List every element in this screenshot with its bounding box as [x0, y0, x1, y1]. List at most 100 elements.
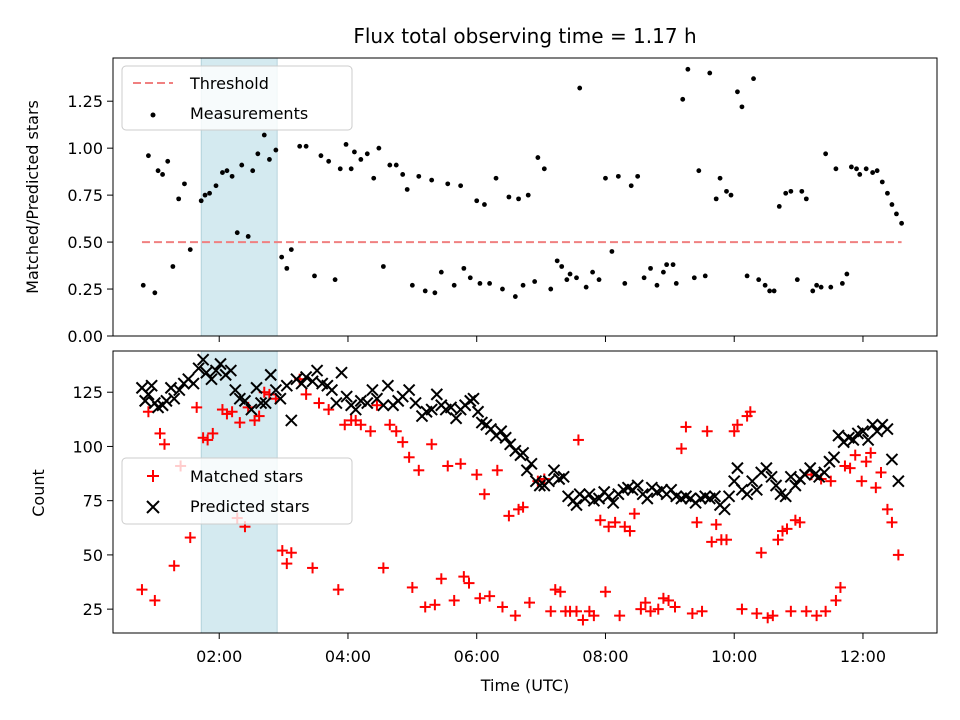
measurement-point	[691, 275, 697, 281]
legend-threshold-label: Threshold	[189, 74, 269, 93]
predicted-star-point	[740, 487, 754, 501]
measurement-point	[438, 269, 444, 275]
matched-star-point	[419, 601, 431, 613]
top-y-tick-label: 0.75	[67, 186, 103, 205]
predicted-star-point	[264, 368, 277, 382]
measurement-point	[828, 284, 834, 290]
measurement-point	[767, 288, 773, 294]
matched-star-point	[403, 451, 415, 463]
measurement-point	[590, 269, 595, 275]
bottom-y-axis-label: Count	[29, 469, 48, 517]
measurement-point	[429, 177, 435, 183]
matched-star-point	[860, 456, 872, 468]
bottom-legend-box	[121, 457, 353, 525]
matched-star-point	[202, 434, 214, 446]
predicted-star-point	[238, 394, 252, 408]
matched-star-point	[645, 605, 657, 617]
predicted-star-point	[214, 357, 227, 371]
predicted-star-point	[856, 425, 870, 438]
measurement-point	[751, 76, 756, 82]
bottom-legend[interactable]: Matched stars Predicted stars	[121, 457, 353, 525]
matched-star-point	[371, 399, 383, 411]
matched-star-point	[253, 410, 265, 422]
predicted-star-point	[205, 372, 218, 386]
predicted-star-point	[516, 446, 530, 460]
matched-star-point	[870, 482, 882, 494]
bottom-plot-frame	[112, 350, 938, 634]
matched-star-point	[524, 597, 536, 609]
predicted-star-point	[760, 461, 773, 475]
top-y-tick-label: 1.00	[67, 139, 103, 158]
measurement-point	[284, 265, 290, 271]
measurement-point	[685, 66, 691, 72]
measurement-point	[332, 277, 338, 283]
measurement-point	[574, 275, 579, 281]
measurement-point	[393, 162, 399, 168]
matched-star-point	[136, 584, 148, 596]
matched-star-point	[755, 547, 767, 559]
bottom-panel: 25 50 75 100 125 02:00 04:00 06:00 08:00 10:00 12…	[29, 350, 938, 695]
measurement-point	[239, 162, 245, 168]
matched-star-point	[710, 519, 722, 531]
measurement-point	[783, 190, 789, 196]
measurement-point	[182, 181, 187, 187]
top-plot-frame	[112, 57, 938, 337]
predicted-star-point	[160, 394, 173, 408]
measurement-point	[525, 192, 531, 198]
measurement-point	[474, 198, 480, 204]
predicted-star-point	[525, 457, 538, 471]
predicted-star-point	[892, 474, 905, 488]
matched-star-point	[478, 488, 490, 500]
measurement-point	[771, 288, 777, 294]
matched-star-point	[307, 562, 319, 574]
measurement-point	[603, 175, 608, 181]
predicted-star-point	[602, 490, 615, 503]
predicted-star-point	[285, 414, 298, 427]
bottom-y-tick-label: 25	[83, 600, 103, 619]
matched-star-point	[675, 443, 687, 455]
measurement-point	[202, 192, 208, 198]
predicted-star-point	[366, 383, 379, 397]
measurement-point	[352, 149, 357, 155]
predicted-star-point	[274, 392, 287, 405]
bottom-x-tick-label: 04:00	[325, 647, 371, 666]
measurement-point	[739, 104, 745, 110]
measurement-point	[520, 282, 526, 288]
measurement-point	[559, 264, 565, 269]
measurement-point	[461, 265, 467, 271]
measurement-point	[673, 281, 679, 286]
matched-star-point	[377, 562, 389, 574]
top-y-tick-label: 0.00	[67, 327, 103, 346]
matched-star-point	[720, 534, 732, 546]
measurement-point	[318, 153, 324, 159]
predicted-star-point	[145, 379, 158, 392]
predicted-star-point	[557, 470, 570, 484]
chart-title: Flux total observing time = 1.17 h	[353, 24, 696, 48]
top-legend[interactable]: Threshold Measurements	[121, 65, 353, 131]
matched-star-point	[496, 601, 508, 613]
matched-star-point	[663, 594, 675, 606]
matched-star-point	[800, 605, 812, 617]
matched-star-point	[834, 581, 846, 593]
measurement-point	[548, 286, 554, 292]
matched-star-point	[639, 597, 651, 609]
predicted-star-point	[542, 474, 556, 488]
measurement-point	[735, 89, 740, 95]
measurement-point	[857, 172, 863, 177]
matched-star-point	[875, 466, 887, 478]
top-x-axis-ticks	[218, 336, 864, 342]
matched-star-point	[442, 460, 454, 472]
measurement-point	[198, 198, 204, 204]
predicted-star-point	[722, 490, 736, 503]
matched-star-point	[426, 438, 438, 450]
measurement-point	[422, 288, 428, 294]
predicted-star-point	[402, 383, 416, 397]
measurement-point	[583, 284, 589, 290]
matched-star-point	[234, 417, 246, 429]
measurement-point	[609, 249, 615, 254]
matched-star-point	[881, 503, 893, 515]
measurement-point	[756, 277, 762, 283]
measurement-point	[879, 179, 885, 185]
measurement-point	[664, 262, 670, 268]
measurement-point	[416, 173, 422, 179]
